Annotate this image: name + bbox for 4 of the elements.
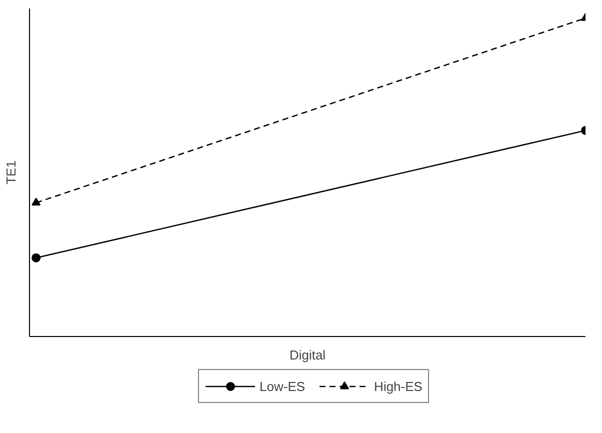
y-axis-title: TE1 [4, 160, 18, 184]
x-axis-title: Digital [289, 348, 326, 362]
legend-label: Low-ES [260, 378, 306, 394]
legend-label: High-ES [374, 378, 422, 394]
